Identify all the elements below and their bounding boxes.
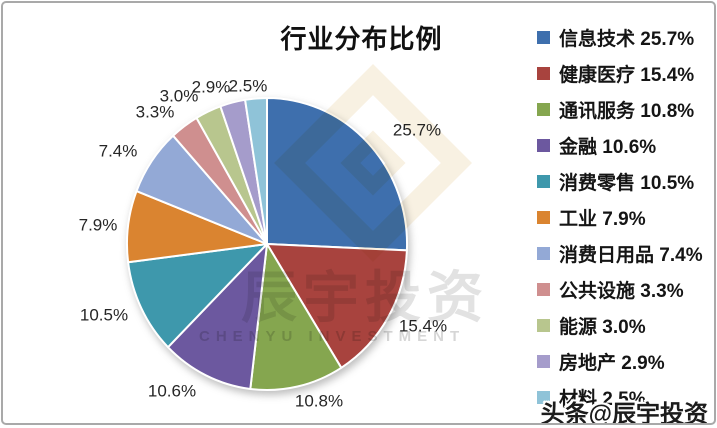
pie-slice-label-7: 3.3% xyxy=(136,102,175,121)
pie-slice-0 xyxy=(266,97,408,252)
pie-slice-label-10: 2.5% xyxy=(229,76,268,95)
legend-label-4: 消费零售 10.5% xyxy=(559,173,695,194)
pie-slice-label-3: 10.6% xyxy=(148,381,196,400)
legend-swatch-2 xyxy=(537,103,550,116)
pie-slice-label-0: 25.7% xyxy=(393,120,441,139)
pie-slice-label-2: 10.8% xyxy=(295,391,343,410)
pie-slice-10 xyxy=(244,97,268,245)
legend-swatch-10 xyxy=(537,391,550,404)
legend-item-8: 能源 3.0% xyxy=(537,315,703,338)
legend-item-3: 金融 10.6% xyxy=(537,135,703,158)
legend-label-10: 材料 2.5% xyxy=(559,389,646,410)
legend-item-1: 健康医疗 15.4% xyxy=(537,63,703,86)
legend-item-9: 房地产 2.9% xyxy=(537,351,703,374)
watermark-bottom-right: 头条@辰宇投资 xyxy=(540,401,708,425)
chart-title: 行业分布比例 xyxy=(280,24,443,54)
pie-slice-label-6: 7.4% xyxy=(99,141,138,160)
pie-slice-4 xyxy=(127,243,268,349)
legend-swatch-7 xyxy=(537,283,550,296)
legend-swatch-1 xyxy=(537,67,550,80)
legend-label-2: 通讯服务 10.8% xyxy=(559,101,695,122)
legend-label-8: 能源 3.0% xyxy=(559,317,646,338)
legend-swatch-4 xyxy=(537,175,550,188)
legend-label-6: 消费日用品 7.4% xyxy=(559,245,703,266)
legend-item-0: 信息技术 25.7% xyxy=(537,27,703,50)
legend-item-10: 材料 2.5% xyxy=(537,387,703,410)
legend-swatch-9 xyxy=(537,355,550,368)
pie-slice-1 xyxy=(266,243,408,369)
legend-item-7: 公共设施 3.3% xyxy=(537,279,703,302)
legend-item-4: 消费零售 10.5% xyxy=(537,171,703,194)
pie-slice-2 xyxy=(249,243,343,392)
legend-swatch-6 xyxy=(537,247,550,260)
pie-slice-label-1: 15.4% xyxy=(399,316,447,335)
legend-item-6: 消费日用品 7.4% xyxy=(537,243,703,266)
legend-item-5: 工业 7.9% xyxy=(537,207,703,230)
legend-swatch-5 xyxy=(537,211,550,224)
legend-label-7: 公共设施 3.3% xyxy=(559,281,684,302)
legend-label-3: 金融 10.6% xyxy=(559,137,657,158)
pie-slice-label-8: 3.0% xyxy=(160,86,199,105)
legend-swatch-3 xyxy=(537,139,550,152)
legend-item-2: 通讯服务 10.8% xyxy=(537,99,703,122)
pie-slice-label-9: 2.9% xyxy=(192,77,231,96)
legend-swatch-8 xyxy=(537,319,550,332)
legend-swatch-0 xyxy=(537,31,550,44)
legend-label-5: 工业 7.9% xyxy=(559,209,646,230)
legend-label-9: 房地产 2.9% xyxy=(559,353,665,374)
pie-slice-label-5: 7.9% xyxy=(79,215,118,234)
legend-label-1: 健康医疗 15.4% xyxy=(559,65,695,86)
pie-slice-3 xyxy=(167,243,268,390)
legend-label-0: 信息技术 25.7% xyxy=(559,29,695,50)
pie-slice-label-4: 10.5% xyxy=(80,305,128,324)
pie-chart: 25.7% 15.4% 10.8% 10.6% 10.5% 7.9% 7.4% 3.3%3.0… xyxy=(79,76,447,410)
legend: 信息技术 25.7% 健康医疗 15.4% 通讯服务 10.8% 金融 10.6% 消费… xyxy=(537,27,703,423)
